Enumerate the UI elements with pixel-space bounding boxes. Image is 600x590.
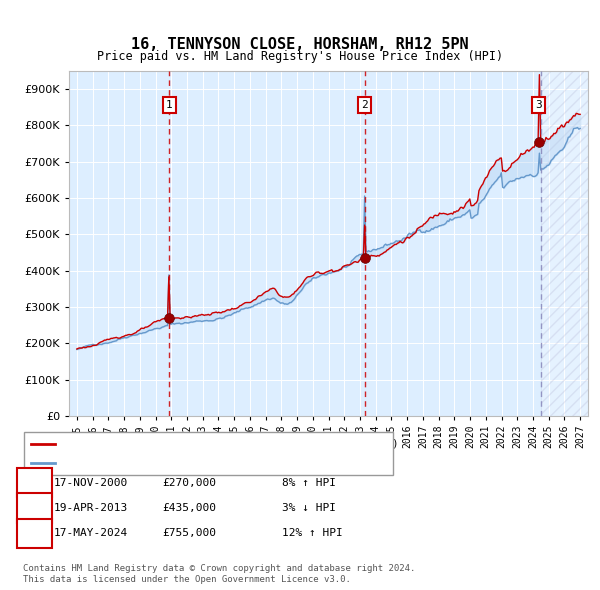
Text: 2: 2 xyxy=(361,100,368,110)
Bar xyxy=(541,71,588,416)
Text: 12% ↑ HPI: 12% ↑ HPI xyxy=(282,529,343,538)
Text: HPI: Average price, detached house, Horsham: HPI: Average price, detached house, Hors… xyxy=(61,458,330,468)
Text: Contains HM Land Registry data © Crown copyright and database right 2024.: Contains HM Land Registry data © Crown c… xyxy=(23,565,415,573)
Text: 1: 1 xyxy=(166,100,173,110)
Text: 2: 2 xyxy=(31,503,38,513)
Text: £435,000: £435,000 xyxy=(162,503,216,513)
Text: £755,000: £755,000 xyxy=(162,529,216,538)
Text: 17-NOV-2000: 17-NOV-2000 xyxy=(54,478,128,487)
Text: 3: 3 xyxy=(31,529,38,538)
Text: This data is licensed under the Open Government Licence v3.0.: This data is licensed under the Open Gov… xyxy=(23,575,350,584)
Text: 1: 1 xyxy=(31,478,38,487)
Text: 16, TENNYSON CLOSE, HORSHAM, RH12 5PN: 16, TENNYSON CLOSE, HORSHAM, RH12 5PN xyxy=(131,37,469,51)
Text: 17-MAY-2024: 17-MAY-2024 xyxy=(54,529,128,538)
Text: 3% ↓ HPI: 3% ↓ HPI xyxy=(282,503,336,513)
Text: £270,000: £270,000 xyxy=(162,478,216,487)
Text: 16, TENNYSON CLOSE, HORSHAM, RH12 5PN (detached house): 16, TENNYSON CLOSE, HORSHAM, RH12 5PN (d… xyxy=(61,439,398,448)
Text: 19-APR-2013: 19-APR-2013 xyxy=(54,503,128,513)
Text: 8% ↑ HPI: 8% ↑ HPI xyxy=(282,478,336,487)
Text: 3: 3 xyxy=(536,100,542,110)
Text: Price paid vs. HM Land Registry's House Price Index (HPI): Price paid vs. HM Land Registry's House … xyxy=(97,50,503,63)
